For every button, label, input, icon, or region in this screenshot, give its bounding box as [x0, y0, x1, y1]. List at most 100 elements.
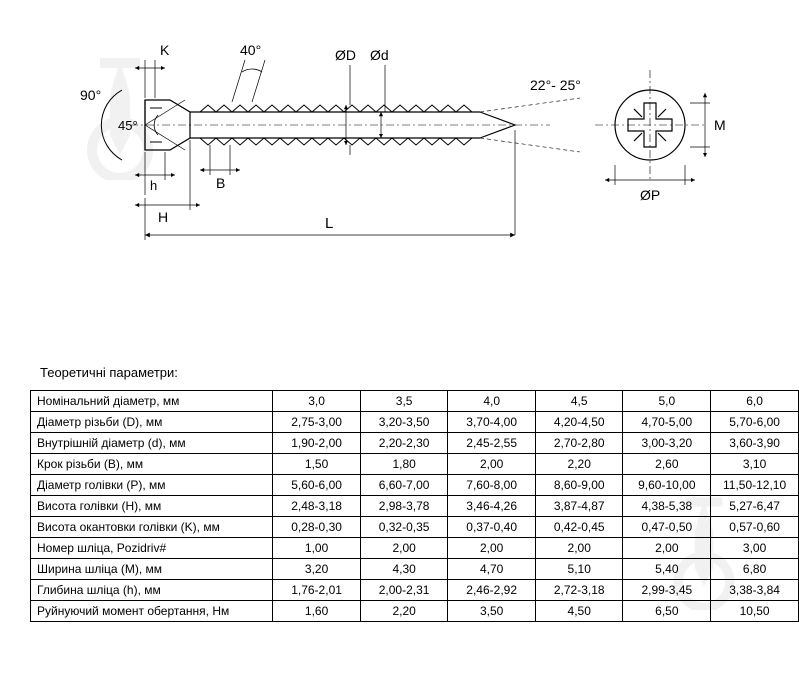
screw-diagram: 90° 45° K 40° ØD Ød 22°- 25° B h H L: [50, 30, 750, 250]
row-value: 1,76-2,01: [273, 580, 361, 601]
row-value: 2,98-3,78: [360, 496, 448, 517]
row-value: 2,00: [623, 538, 711, 559]
row-value: 5,70-6,00: [711, 412, 799, 433]
row-value: 4,70: [448, 559, 536, 580]
row-value: 2,20: [360, 601, 448, 622]
row-value: 6,60-7,00: [360, 475, 448, 496]
label-angle-tip: 22°- 25°: [530, 77, 581, 93]
table-row: Висота голівки (H), мм2,48-3,182,98-3,78…: [31, 496, 799, 517]
label-h-lower: h: [150, 178, 157, 193]
row-value: 9,60-10,00: [623, 475, 711, 496]
table-row: Номер шліца, Pozidriv#1,002,002,002,002,…: [31, 538, 799, 559]
row-value: 2,00: [448, 454, 536, 475]
row-value: 0,32-0,35: [360, 517, 448, 538]
row-value: 3,38-3,84: [711, 580, 799, 601]
row-value: 1,00: [273, 538, 361, 559]
row-value: 2,75-3,00: [273, 412, 361, 433]
row-value: 5,0: [623, 391, 711, 412]
row-value: 0,37-0,40: [448, 517, 536, 538]
row-label: Діаметр голівки (P), мм: [31, 475, 273, 496]
row-value: 3,46-4,26: [448, 496, 536, 517]
row-value: 4,0: [448, 391, 536, 412]
row-label: Глибина шліца (h), мм: [31, 580, 273, 601]
row-value: 2,70-2,80: [535, 433, 623, 454]
label-b: B: [216, 175, 225, 191]
table-row: Діаметр голівки (P), мм5,60-6,006,60-7,0…: [31, 475, 799, 496]
table-row: Глибина шліца (h), мм1,76-2,012,00-2,312…: [31, 580, 799, 601]
row-value: 3,5: [360, 391, 448, 412]
row-value: 3,87-4,87: [535, 496, 623, 517]
spec-table: Номінальний діаметр, мм3,03,54,04,55,06,…: [30, 390, 799, 622]
label-h-upper: H: [158, 209, 168, 225]
row-value: 5,27-6,47: [711, 496, 799, 517]
row-value: 2,00: [360, 538, 448, 559]
row-value: 2,20-2,30: [360, 433, 448, 454]
row-label: Крок різьби (B), мм: [31, 454, 273, 475]
row-value: 11,50-12,10: [711, 475, 799, 496]
row-value: 0,47-0,50: [623, 517, 711, 538]
row-label: Діаметр різьби (D), мм: [31, 412, 273, 433]
table-row: Номінальний діаметр, мм3,03,54,04,55,06,…: [31, 391, 799, 412]
row-value: 4,50: [535, 601, 623, 622]
row-value: 1,50: [273, 454, 361, 475]
row-label: Номінальний діаметр, мм: [31, 391, 273, 412]
row-value: 2,60: [623, 454, 711, 475]
row-value: 6,0: [711, 391, 799, 412]
table-row: Руйнуючий момент обертання, Нм1,602,203,…: [31, 601, 799, 622]
label-angle40: 40°: [240, 42, 261, 58]
label-p: ØP: [640, 187, 660, 203]
row-value: 8,60-9,00: [535, 475, 623, 496]
row-value: 4,20-4,50: [535, 412, 623, 433]
row-value: 3,20-3,50: [360, 412, 448, 433]
row-value: 2,99-3,45: [623, 580, 711, 601]
row-label: Внутрішній діаметр (d), мм: [31, 433, 273, 454]
table-row: Внутрішній діаметр (d), мм1,90-2,002,20-…: [31, 433, 799, 454]
row-value: 2,45-2,55: [448, 433, 536, 454]
row-value: 1,80: [360, 454, 448, 475]
row-value: 6,80: [711, 559, 799, 580]
row-label: Номер шліца, Pozidriv#: [31, 538, 273, 559]
row-value: 2,48-3,18: [273, 496, 361, 517]
row-label: Висота окантовки голівки (K), мм: [31, 517, 273, 538]
row-value: 4,38-5,38: [623, 496, 711, 517]
row-value: 0,42-0,45: [535, 517, 623, 538]
label-d-upper: ØD: [335, 47, 356, 63]
table-row: Діаметр різьби (D), мм2,75-3,003,20-3,50…: [31, 412, 799, 433]
row-value: 2,00: [535, 538, 623, 559]
row-value: 3,00-3,20: [623, 433, 711, 454]
row-value: 5,60-6,00: [273, 475, 361, 496]
row-label: Висота голівки (H), мм: [31, 496, 273, 517]
table-row: Ширина шліца (M), мм3,204,304,705,105,40…: [31, 559, 799, 580]
table-row: Крок різьби (B), мм1,501,802,002,202,603…: [31, 454, 799, 475]
row-value: 3,00: [711, 538, 799, 559]
row-value: 3,50: [448, 601, 536, 622]
row-value: 5,10: [535, 559, 623, 580]
row-value: 3,10: [711, 454, 799, 475]
row-value: 3,0: [273, 391, 361, 412]
label-angle45: 45°: [118, 118, 138, 133]
table-title: Теоретичні параметри:: [40, 365, 178, 380]
row-value: 5,40: [623, 559, 711, 580]
row-value: 7,60-8,00: [448, 475, 536, 496]
row-value: 2,00: [448, 538, 536, 559]
row-value: 2,72-3,18: [535, 580, 623, 601]
row-value: 2,46-2,92: [448, 580, 536, 601]
row-value: 4,30: [360, 559, 448, 580]
row-value: 10,50: [711, 601, 799, 622]
row-value: 3,70-4,00: [448, 412, 536, 433]
row-label: Руйнуючий момент обертання, Нм: [31, 601, 273, 622]
row-value: 4,70-5,00: [623, 412, 711, 433]
row-value: 3,60-3,90: [711, 433, 799, 454]
row-value: 4,5: [535, 391, 623, 412]
row-value: 2,00-2,31: [360, 580, 448, 601]
row-value: 0,57-0,60: [711, 517, 799, 538]
row-value: 0,28-0,30: [273, 517, 361, 538]
row-value: 2,20: [535, 454, 623, 475]
label-d-lower: Ød: [370, 47, 389, 63]
row-label: Ширина шліца (M), мм: [31, 559, 273, 580]
label-m: M: [714, 117, 726, 133]
label-l: L: [325, 215, 333, 232]
label-k: K: [160, 42, 170, 58]
label-angle90: 90°: [80, 87, 101, 103]
row-value: 1,90-2,00: [273, 433, 361, 454]
